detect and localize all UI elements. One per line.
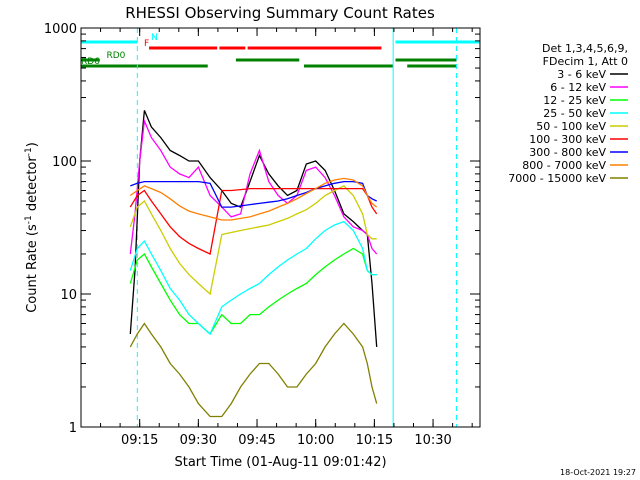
legend-entry-1: 6 - 12 keV xyxy=(550,81,606,94)
x-tick-label-1: 09:30 xyxy=(180,433,217,448)
y-tick-label-0: 1 xyxy=(69,421,77,436)
y-axis-label-sup2: -1 xyxy=(24,147,34,156)
chart-title: RHESSI Observing Summary Count Rates xyxy=(125,4,435,22)
series-line-3 xyxy=(129,220,377,336)
legend-entry-4: 50 - 100 keV xyxy=(536,120,606,133)
x-tick-label-0: 09:15 xyxy=(121,433,158,448)
x-tick-label-3: 10:00 xyxy=(297,433,334,448)
y-axis-label-main: Count Rate (s xyxy=(25,224,40,313)
y-axis-label: Count Rate (s-1 detector-1) xyxy=(24,142,40,313)
series-line-2 xyxy=(129,247,377,336)
flag-label-2: RD0 xyxy=(106,51,125,61)
series-line-6 xyxy=(130,180,377,208)
legend-header-1: FDecim 1, Att 0 xyxy=(543,55,628,68)
render-timestamp: 18-Oct-2021 19:27 xyxy=(560,468,636,477)
series-line-5 xyxy=(129,187,378,255)
y-tick-label-2: 100 xyxy=(52,155,77,170)
x-axis-label: Start Time (01-Aug-11 09:01:42) xyxy=(174,455,386,470)
y-axis-label-mid: detector xyxy=(25,156,40,216)
flag-label-3: RD6 xyxy=(81,57,100,67)
legend-header-0: Det 1,3,4,5,6,9, xyxy=(542,42,628,55)
x-tick-label-4: 10:15 xyxy=(356,433,393,448)
x-tick-label-2: 09:45 xyxy=(238,433,275,448)
plot-frame xyxy=(80,27,481,428)
flag-label-0: N xyxy=(151,33,158,43)
legend-entry-8: 7000 - 15000 keV xyxy=(508,172,606,185)
flag-label-1: F xyxy=(144,39,149,49)
plot-area xyxy=(129,28,458,427)
series-line-8 xyxy=(129,322,378,418)
y-tick-label-1: 10 xyxy=(60,288,77,303)
series-line-7 xyxy=(129,177,378,221)
legend-entry-6: 300 - 800 keV xyxy=(529,146,606,159)
y-tick-label-3: 1000 xyxy=(44,22,77,37)
y-axis-label-end: ) xyxy=(25,142,40,147)
x-tick-label-5: 10:30 xyxy=(414,433,451,448)
legend-entry-0: 3 - 6 keV xyxy=(557,68,606,81)
legend-entry-2: 12 - 25 keV xyxy=(543,94,606,107)
legend: Det 1,3,4,5,6,9,FDecim 1, Att 03 - 6 keV… xyxy=(508,42,628,185)
axes: 09:15 09:30 09:45 10:00 10:15 10:30 1 10 100 1000 xyxy=(44,22,480,448)
legend-entry-5: 100 - 300 keV xyxy=(529,133,606,146)
y-axis-label-sup1: -1 xyxy=(24,215,34,224)
series-line-1 xyxy=(129,118,378,255)
legend-entry-7: 800 - 7000 keV xyxy=(522,159,606,172)
flag-bars: NF RD0 RD6 xyxy=(81,33,480,68)
legend-entry-3: 25 - 50 keV xyxy=(543,107,606,120)
series-line-0 xyxy=(129,110,378,347)
